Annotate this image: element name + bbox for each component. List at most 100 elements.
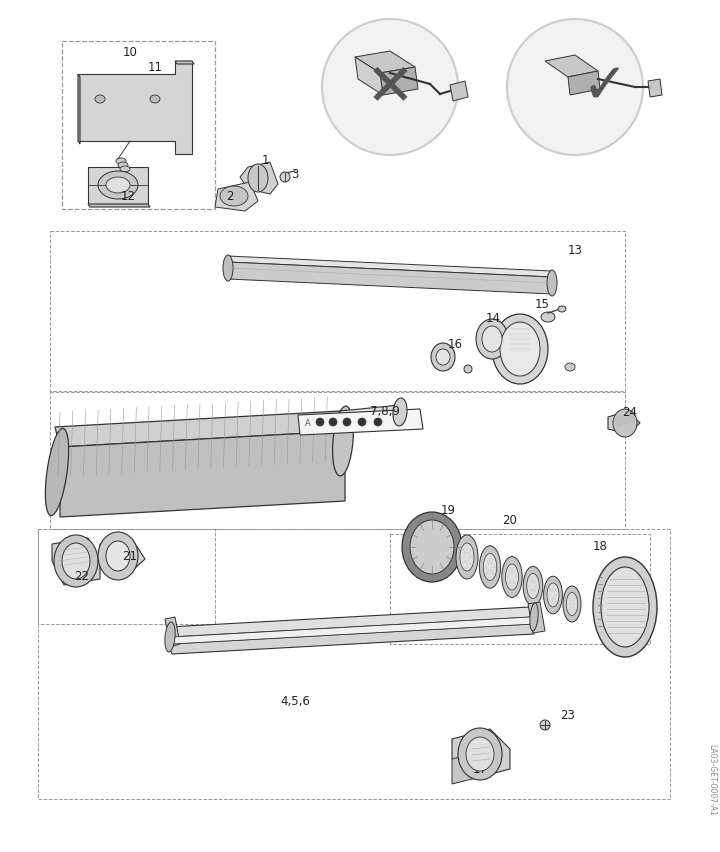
Text: 23: 23 xyxy=(561,709,575,722)
Ellipse shape xyxy=(476,320,508,360)
Ellipse shape xyxy=(460,544,474,572)
Polygon shape xyxy=(78,75,80,145)
Ellipse shape xyxy=(613,410,637,437)
Ellipse shape xyxy=(565,364,575,371)
Ellipse shape xyxy=(150,96,160,104)
Text: LA03-GET-0007-A1: LA03-GET-0007-A1 xyxy=(708,743,716,815)
Ellipse shape xyxy=(98,532,138,580)
Ellipse shape xyxy=(566,593,577,616)
Text: 22: 22 xyxy=(74,570,89,583)
Polygon shape xyxy=(172,618,534,644)
Text: 4,5,6: 4,5,6 xyxy=(280,694,310,708)
Polygon shape xyxy=(452,754,472,784)
Ellipse shape xyxy=(45,429,68,516)
Text: 24: 24 xyxy=(623,405,637,418)
Ellipse shape xyxy=(492,314,548,384)
Text: 1: 1 xyxy=(261,153,269,166)
Circle shape xyxy=(329,418,337,427)
Polygon shape xyxy=(298,410,423,435)
Ellipse shape xyxy=(223,256,233,282)
Polygon shape xyxy=(168,625,534,654)
Ellipse shape xyxy=(541,313,555,323)
Ellipse shape xyxy=(502,557,522,598)
Text: 15: 15 xyxy=(534,298,549,311)
Polygon shape xyxy=(228,256,552,278)
Ellipse shape xyxy=(165,622,175,652)
Polygon shape xyxy=(240,163,278,195)
Ellipse shape xyxy=(431,343,455,371)
Polygon shape xyxy=(340,406,402,425)
Text: 11: 11 xyxy=(148,60,163,73)
Polygon shape xyxy=(175,62,194,65)
Polygon shape xyxy=(228,262,552,295)
Text: ✕: ✕ xyxy=(366,60,415,117)
Ellipse shape xyxy=(98,172,138,199)
Polygon shape xyxy=(452,729,510,779)
Circle shape xyxy=(280,173,290,183)
Polygon shape xyxy=(100,539,145,572)
Text: 16: 16 xyxy=(448,338,462,351)
Ellipse shape xyxy=(547,584,559,607)
Text: 12: 12 xyxy=(120,190,135,204)
Polygon shape xyxy=(608,412,640,435)
Polygon shape xyxy=(528,602,545,633)
Ellipse shape xyxy=(558,307,566,313)
Ellipse shape xyxy=(483,554,497,581)
Text: 18: 18 xyxy=(593,538,608,552)
Ellipse shape xyxy=(62,544,90,579)
Polygon shape xyxy=(88,204,150,208)
Circle shape xyxy=(540,720,550,730)
Ellipse shape xyxy=(95,96,105,104)
Text: ✓: ✓ xyxy=(582,61,629,115)
Circle shape xyxy=(464,366,472,373)
Circle shape xyxy=(374,418,382,427)
Ellipse shape xyxy=(530,603,538,631)
Circle shape xyxy=(316,418,324,427)
Ellipse shape xyxy=(220,187,248,207)
Ellipse shape xyxy=(116,158,126,164)
Text: A: A xyxy=(305,419,311,428)
Text: 20: 20 xyxy=(503,513,518,526)
Ellipse shape xyxy=(393,399,407,427)
Ellipse shape xyxy=(505,564,518,590)
Polygon shape xyxy=(450,82,468,102)
Polygon shape xyxy=(648,80,662,98)
Ellipse shape xyxy=(106,541,130,572)
Ellipse shape xyxy=(120,167,130,173)
Ellipse shape xyxy=(527,574,539,599)
Text: 19: 19 xyxy=(441,503,456,516)
Ellipse shape xyxy=(410,521,454,574)
Text: 2: 2 xyxy=(226,189,234,202)
Ellipse shape xyxy=(482,326,502,353)
Polygon shape xyxy=(545,56,598,78)
Ellipse shape xyxy=(402,512,462,582)
Ellipse shape xyxy=(436,349,450,366)
Polygon shape xyxy=(60,431,345,517)
Ellipse shape xyxy=(248,164,268,193)
Ellipse shape xyxy=(523,567,543,606)
Ellipse shape xyxy=(106,178,130,193)
Ellipse shape xyxy=(458,728,502,780)
Ellipse shape xyxy=(500,323,540,377)
Ellipse shape xyxy=(118,163,128,169)
Text: 3: 3 xyxy=(292,167,299,181)
Text: 10: 10 xyxy=(122,45,138,59)
Text: 21: 21 xyxy=(122,550,138,563)
Text: 7,8,9: 7,8,9 xyxy=(370,404,400,417)
Text: 17: 17 xyxy=(472,763,487,775)
Polygon shape xyxy=(168,607,534,637)
Polygon shape xyxy=(380,68,418,96)
Circle shape xyxy=(343,418,351,427)
Ellipse shape xyxy=(456,535,478,579)
Polygon shape xyxy=(52,538,100,585)
Circle shape xyxy=(507,20,643,156)
Polygon shape xyxy=(78,62,192,155)
Ellipse shape xyxy=(593,557,657,657)
Circle shape xyxy=(322,20,458,156)
Text: 13: 13 xyxy=(567,243,582,256)
Polygon shape xyxy=(55,412,345,447)
Ellipse shape xyxy=(563,586,581,622)
Polygon shape xyxy=(355,52,415,74)
Circle shape xyxy=(358,418,366,427)
Ellipse shape xyxy=(544,577,562,614)
